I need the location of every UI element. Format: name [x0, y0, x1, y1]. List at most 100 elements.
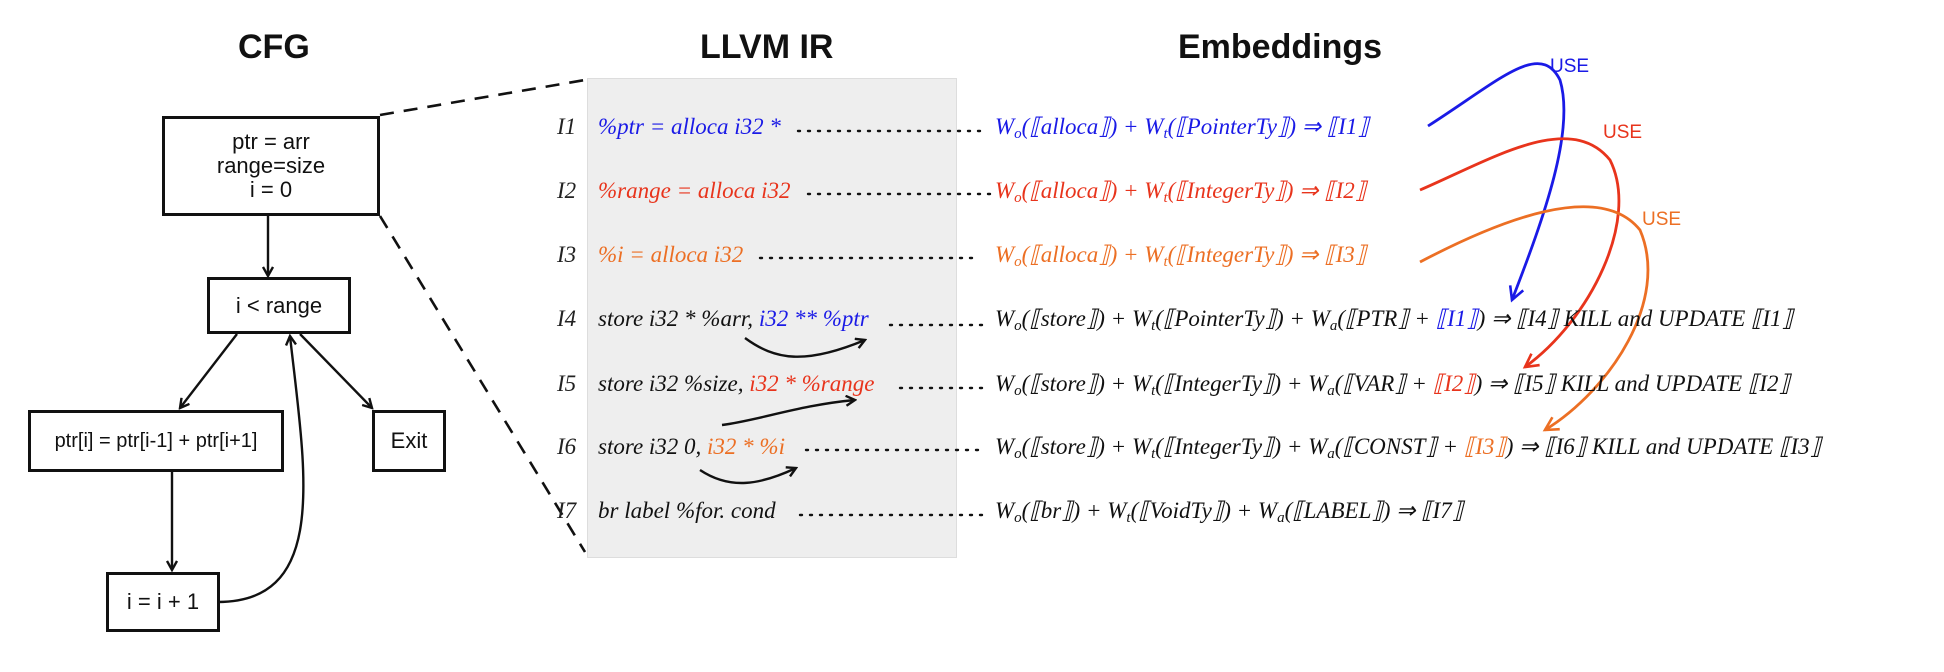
edge-cond-body — [180, 333, 238, 408]
ir-instruction: %range = alloca i32 — [598, 178, 790, 204]
embedding-token: W — [1131, 371, 1152, 396]
embedding-token: (⟦IntegerTy⟧) + — [1155, 371, 1309, 396]
embedding-token: (⟦VAR⟧ + — [1334, 371, 1433, 396]
embedding-subscript: a — [1327, 446, 1335, 462]
embedding-token: (⟦IntegerTy⟧) ⇒ ⟦I2⟧ — [1167, 178, 1367, 203]
use-arrow-red — [1419, 137, 1621, 369]
embedding-subscript: a — [1327, 383, 1335, 399]
embedding-token: ⟦I1⟧ — [1435, 306, 1478, 331]
embedding-formula: Wo(⟦alloca⟧) + Wt(⟦IntegerTy⟧) ⇒ ⟦I3⟧ — [995, 242, 1367, 270]
embedding-token: W — [995, 498, 1015, 523]
embedding-token: (⟦IntegerTy⟧) + — [1155, 434, 1309, 459]
embedding-subscript: o — [1014, 318, 1022, 334]
embedding-subscript: t — [1151, 446, 1156, 462]
embedding-subscript: t — [1151, 318, 1156, 334]
embedding-token: (⟦alloca⟧) + — [1021, 178, 1145, 203]
embedding-subscript: a — [1329, 318, 1338, 334]
cfg-entry-line-3: i = 0 — [249, 177, 293, 202]
embedding-subscript: o — [1014, 190, 1022, 206]
ir-row-label: I5 — [557, 371, 577, 396]
embedding-subscript: o — [1014, 446, 1022, 462]
embedding-subscript: t — [1126, 510, 1131, 526]
ir-row-label: I3 — [557, 242, 577, 267]
embedding-token: W — [1310, 306, 1330, 331]
embedding-subscript: t — [1163, 190, 1168, 206]
embedding-token: (⟦PTR⟧ + — [1337, 306, 1436, 331]
embedding-token: W — [1131, 306, 1152, 331]
embedding-token: W — [995, 178, 1015, 203]
cfg-cond-text: i < range — [235, 292, 323, 318]
embedding-subscript: a — [1277, 510, 1285, 526]
ir-row-label: I2 — [557, 178, 577, 203]
embedding-token: W — [1144, 114, 1164, 139]
embedding-token: (⟦br⟧) + — [1021, 498, 1108, 523]
embedding-token: W — [995, 371, 1015, 396]
embedding-token: W — [1308, 371, 1328, 396]
embedding-token: W — [995, 306, 1015, 331]
embedding-token: (⟦store⟧) + — [1021, 306, 1132, 331]
embedding-token: W — [1107, 498, 1127, 523]
ir-instruction: br label %for. cond — [598, 498, 776, 524]
embedding-token: ) ⇒ ⟦I6⟧ KILL and UPDATE ⟦I3⟧ — [1505, 434, 1822, 459]
ir-instruction: store i32 * %arr, i32 ** %ptr — [598, 306, 869, 332]
ir-token: i32 * %i — [707, 434, 785, 459]
zoom-line-top — [379, 78, 586, 117]
embeddings-heading: Embeddings — [1178, 28, 1383, 66]
cfg-entry-block: ptr = arr range=size i = 0 — [162, 116, 380, 216]
ir-row-label: I7 — [557, 498, 577, 523]
embedding-formula: Wo(⟦store⟧) + Wt(⟦IntegerTy⟧) + Wa(⟦CONS… — [995, 434, 1822, 462]
embedding-token: W — [995, 242, 1015, 267]
ir-token: %range = alloca i32 — [598, 178, 791, 203]
cfg-inc-text: i = i + 1 — [126, 589, 200, 614]
embedding-token: (⟦alloca⟧) + — [1021, 114, 1145, 139]
ir-arrow-i4 — [744, 337, 865, 358]
cfg-entry-line-2: range=size — [216, 153, 326, 178]
use-arrow-blue — [1427, 62, 1566, 303]
embedding-token: ) ⇒ ⟦I4⟧ KILL and UPDATE ⟦I1⟧ — [1477, 306, 1793, 331]
embedding-token: (⟦PointerTy⟧) ⇒ ⟦I1⟧ — [1167, 114, 1369, 139]
cfg-body-text: ptr[i] = ptr[i-1] + ptr[i+1] — [54, 429, 258, 452]
embedding-token: (⟦store⟧) + — [1021, 434, 1132, 459]
embedding-token: W — [1144, 242, 1164, 267]
embedding-token: ) ⇒ ⟦I5⟧ KILL and UPDATE ⟦I2⟧ — [1474, 371, 1790, 396]
embedding-token: W — [1144, 178, 1164, 203]
embedding-token: ⟦I3⟧ — [1463, 434, 1506, 459]
ir-token: %i = alloca i32 — [598, 242, 744, 267]
ir-instruction: store i32 %size, i32 * %range — [598, 371, 874, 397]
ir-token: br label %for. cond — [598, 498, 776, 523]
use-arrow-orange — [1419, 205, 1650, 432]
use-label-3: USE — [1642, 209, 1682, 230]
cfg-inc-block: i = i + 1 — [106, 572, 220, 632]
cfg-exit-block: Exit — [372, 410, 446, 472]
edge-cond-exit — [299, 333, 372, 408]
embedding-subscript: o — [1014, 254, 1022, 270]
embedding-token: W — [1257, 498, 1278, 523]
embedding-token: W — [1131, 434, 1152, 459]
cfg-entry-line-1: ptr = arr — [232, 129, 310, 154]
ir-token: store i32 0, — [598, 434, 708, 459]
use-label-1: USE — [1550, 56, 1590, 77]
embedding-token: (⟦IntegerTy⟧) ⇒ ⟦I3⟧ — [1167, 242, 1367, 267]
embedding-subscript: o — [1014, 126, 1022, 142]
embedding-subscript: o — [1014, 383, 1022, 399]
embedding-token: W — [1308, 434, 1328, 459]
ir-token: i32 ** %ptr — [758, 306, 869, 331]
embedding-subscript: t — [1163, 254, 1168, 270]
embedding-formula: Wo(⟦br⟧) + Wt(⟦VoidTy⟧) + Wa(⟦LABEL⟧) ⇒ … — [995, 498, 1464, 526]
ir-arrow-i5 — [721, 400, 855, 427]
embedding-token: (⟦PointerTy⟧) + — [1155, 306, 1311, 331]
embedding-formula: Wo(⟦store⟧) + Wt(⟦PointerTy⟧) + Wa(⟦PTR⟧… — [995, 306, 1793, 334]
ir-row-label: I4 — [557, 306, 577, 331]
embedding-subscript: t — [1163, 126, 1168, 142]
ir-row-label: I6 — [557, 434, 577, 459]
embedding-subscript: t — [1151, 383, 1156, 399]
embedding-token: (⟦LABEL⟧) ⇒ ⟦I7⟧ — [1284, 498, 1464, 523]
ir-instruction: %ptr = alloca i32 * — [598, 114, 781, 140]
cfg-body-block: ptr[i] = ptr[i-1] + ptr[i+1] — [28, 410, 284, 472]
embedding-formula: Wo(⟦alloca⟧) + Wt(⟦IntegerTy⟧) ⇒ ⟦I2⟧ — [995, 178, 1367, 206]
embedding-token: (⟦CONST⟧ + — [1334, 434, 1464, 459]
ir-instruction: %i = alloca i32 — [598, 242, 743, 268]
embedding-subscript: o — [1014, 510, 1022, 526]
ir-row-label: I1 — [557, 114, 577, 139]
